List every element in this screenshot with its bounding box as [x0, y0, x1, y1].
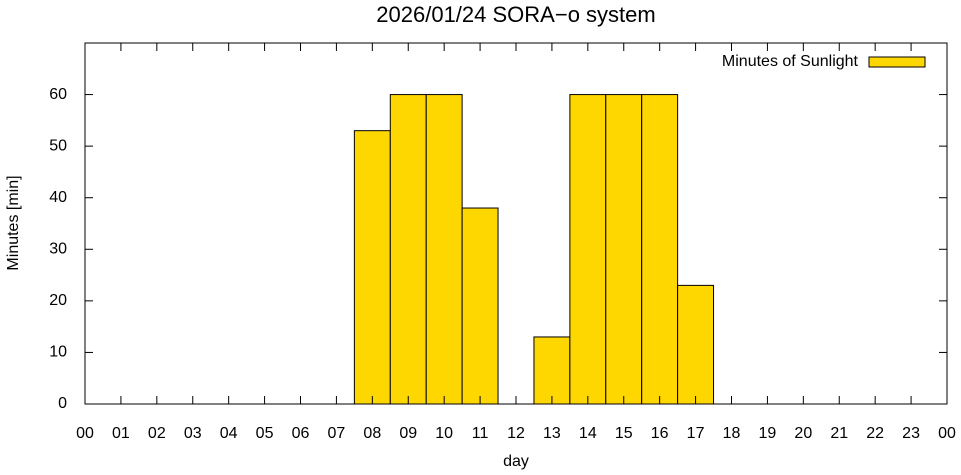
x-tick-label: 00 [938, 425, 956, 442]
y-tick-label: 0 [58, 395, 67, 412]
x-tick-label: 05 [256, 425, 274, 442]
x-tick-label: 22 [866, 425, 884, 442]
x-tick-label: 07 [328, 425, 346, 442]
y-axis-label: Minutes [min] [5, 175, 22, 270]
x-tick-label: 00 [76, 425, 94, 442]
y-tick-label: 50 [49, 137, 67, 154]
x-tick-label: 20 [794, 425, 812, 442]
x-axis-label: day [503, 453, 529, 470]
chart-title: 2026/01/24 SORA−o system [376, 2, 655, 27]
x-tick-label: 15 [615, 425, 633, 442]
x-tick-label: 03 [184, 425, 202, 442]
x-tick-label: 08 [363, 425, 381, 442]
y-tick-label: 40 [49, 189, 67, 206]
x-tick-label: 13 [543, 425, 561, 442]
x-tick-label: 06 [292, 425, 310, 442]
y-tick-label: 20 [49, 292, 67, 309]
legend-label: Minutes of Sunlight [722, 53, 859, 70]
x-tick-label: 23 [902, 425, 920, 442]
legend-swatch [868, 56, 926, 68]
bar [605, 94, 643, 405]
x-tick-label: 11 [472, 425, 489, 442]
x-tick-label: 12 [507, 425, 525, 442]
bar [425, 94, 463, 405]
y-tick-label: 60 [49, 86, 67, 103]
bar [389, 94, 427, 405]
x-tick-label: 14 [579, 425, 597, 442]
bar [533, 336, 571, 405]
x-tick-label: 02 [148, 425, 166, 442]
x-tick-label: 19 [759, 425, 777, 442]
y-tick-label: 10 [49, 344, 67, 361]
x-tick-label: 10 [435, 425, 453, 442]
x-tick-label: 16 [651, 425, 669, 442]
bar [677, 284, 715, 405]
x-tick-label: 04 [220, 425, 238, 442]
x-tick-label: 09 [399, 425, 417, 442]
x-tick-label: 01 [112, 425, 130, 442]
bar [569, 94, 607, 405]
x-tick-label: 17 [687, 425, 705, 442]
x-tick-label: 18 [723, 425, 741, 442]
y-tick-label: 30 [49, 241, 67, 258]
bar [353, 130, 391, 405]
bar [641, 94, 679, 405]
x-tick-label: 21 [830, 425, 848, 442]
bar [461, 207, 499, 405]
plot-frame [84, 42, 948, 405]
